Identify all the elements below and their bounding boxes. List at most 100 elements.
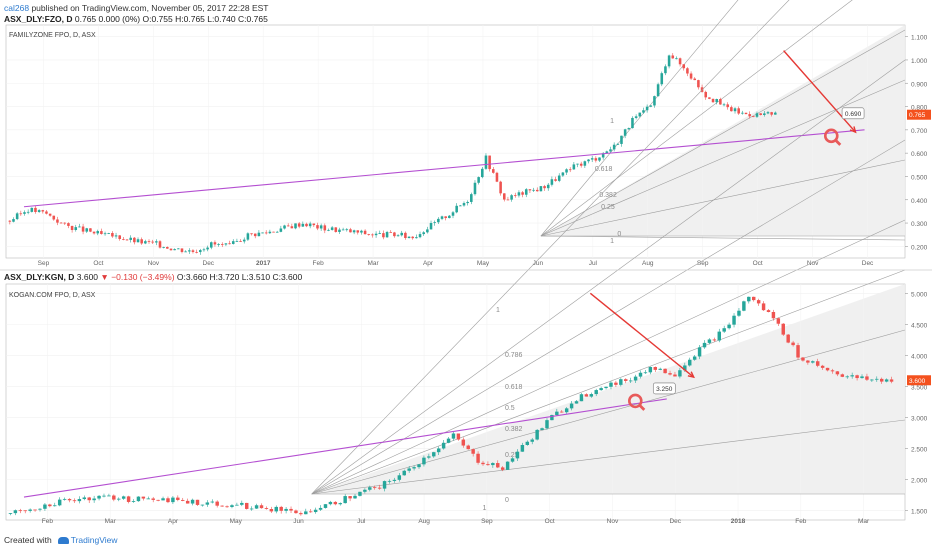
candle-body xyxy=(70,225,74,230)
candle-body xyxy=(711,98,715,103)
candle-body xyxy=(692,356,697,360)
candle-body xyxy=(230,505,234,507)
candle-body xyxy=(506,199,510,201)
y-tick-label: 3.500 xyxy=(911,384,928,391)
candle-body xyxy=(72,500,77,502)
fan-line xyxy=(311,139,906,495)
candle-body xyxy=(97,495,101,499)
candle-body xyxy=(569,403,574,409)
y-tick-label: 2.500 xyxy=(911,447,928,454)
candle-body xyxy=(338,229,341,232)
candle-body xyxy=(206,247,209,250)
fan-level-label: 0.5 xyxy=(505,405,515,412)
candle-body xyxy=(583,161,587,166)
candle-body xyxy=(550,415,554,421)
candle-body xyxy=(407,236,411,238)
fzo-ohlc-line: ASX_DLY:FZO, D 0.765 0.000 (0%) O:0.755 … xyxy=(4,14,268,24)
candle-body xyxy=(806,360,810,363)
candle-body xyxy=(776,318,781,324)
x-tick-label: Apr xyxy=(168,518,179,525)
fan-level-label: 1 xyxy=(610,118,614,125)
candle-body xyxy=(456,433,461,440)
fzo-interval: D xyxy=(66,14,73,24)
x-tick-label: Nov xyxy=(148,260,160,267)
candle-body xyxy=(545,420,549,429)
candle-body xyxy=(269,509,274,512)
kgn-symbol[interactable]: ASX_DLY:KGN, xyxy=(4,272,66,282)
candle-body xyxy=(188,250,191,252)
y-tick-label: 0.400 xyxy=(911,198,928,205)
candle-body xyxy=(845,376,849,378)
candle-body xyxy=(349,229,352,233)
candle-body xyxy=(429,222,433,230)
x-tick-label: Mar xyxy=(105,518,117,525)
candle-body xyxy=(628,380,633,382)
candle-body xyxy=(455,205,458,213)
candle-body xyxy=(158,241,162,248)
y-tick-label: 1.500 xyxy=(911,509,928,516)
candle-body xyxy=(771,311,776,319)
author-link[interactable]: cal268 xyxy=(4,3,30,13)
publish-info: published on TradingView.com, November 0… xyxy=(31,3,269,13)
tradingview-link[interactable]: TradingView xyxy=(70,535,118,545)
candle-body xyxy=(733,108,737,112)
candle-body xyxy=(525,441,530,445)
candle-body xyxy=(48,504,52,507)
candle-body xyxy=(532,189,535,191)
pane-title: KOGAN.COM FPO, D, ASX xyxy=(9,292,96,299)
candle-body xyxy=(815,361,820,366)
x-tick-label: Dec xyxy=(669,518,681,525)
candle-body xyxy=(459,205,462,207)
candle-body xyxy=(624,379,628,381)
y-tick-label: 3.000 xyxy=(911,416,928,423)
candle-body xyxy=(664,66,667,74)
candle-body xyxy=(550,179,554,185)
candle-body xyxy=(151,498,155,500)
candle-body xyxy=(146,498,151,500)
candle-body xyxy=(82,497,87,500)
kgn-high: H:3.720 xyxy=(209,272,240,282)
candle-body xyxy=(543,186,546,189)
candle-body xyxy=(283,225,286,229)
y-tick-label: 5.000 xyxy=(911,291,928,298)
fzo-change-text: 0.000 (0%) xyxy=(98,14,141,24)
candle-body xyxy=(176,497,180,500)
candle-body xyxy=(343,496,347,504)
candle-body xyxy=(712,339,717,341)
candle-body xyxy=(427,456,431,458)
candle-body xyxy=(412,467,416,469)
fan-level-label: 0.25 xyxy=(601,204,615,211)
candle-body xyxy=(19,213,23,215)
candle-body xyxy=(402,470,406,476)
candle-body xyxy=(360,230,363,233)
candle-body xyxy=(722,104,726,106)
candle-body xyxy=(200,504,205,506)
candle-body xyxy=(433,222,436,224)
candle-body xyxy=(658,368,662,370)
candle-body xyxy=(13,510,18,514)
candle-body xyxy=(382,481,387,489)
candle-body xyxy=(513,195,517,197)
candle-body xyxy=(477,177,480,183)
candle-body xyxy=(59,222,63,224)
candle-body xyxy=(742,301,746,311)
candle-body xyxy=(297,223,301,227)
candle-body xyxy=(825,367,830,371)
candle-body xyxy=(830,370,835,372)
fzo-symbol[interactable]: ASX_DLY:FZO, xyxy=(4,14,64,24)
y-tick-label: 0.900 xyxy=(911,81,928,88)
candle-body xyxy=(730,107,733,112)
candle-body xyxy=(486,464,490,466)
candle-body xyxy=(92,498,96,501)
candle-body xyxy=(466,445,470,450)
candle-body xyxy=(589,394,594,397)
candle-body xyxy=(411,236,414,239)
candle-body xyxy=(855,375,859,379)
kgn-interval: D xyxy=(68,272,75,282)
candle-body xyxy=(378,233,382,234)
candle-body xyxy=(264,232,268,234)
x-tick-label: Apr xyxy=(423,260,434,267)
candle-body xyxy=(352,230,356,233)
candle-body xyxy=(290,226,294,229)
